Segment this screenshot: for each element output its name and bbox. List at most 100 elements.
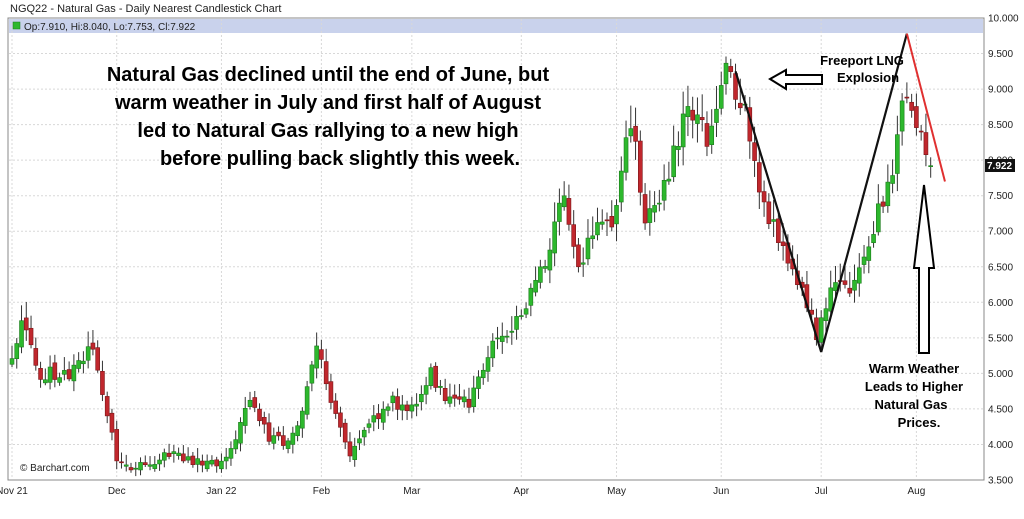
candle <box>718 71 724 115</box>
candle-body <box>319 349 324 360</box>
header-band <box>9 19 983 33</box>
candle <box>81 351 86 374</box>
candle <box>109 408 115 441</box>
candle-body <box>542 266 548 269</box>
candle-body <box>257 408 262 422</box>
candle-body <box>728 66 734 72</box>
candle <box>566 184 572 231</box>
candle-body <box>85 346 91 361</box>
y-tick-label: 5.500 <box>988 333 1013 344</box>
candle-body <box>585 237 591 260</box>
candle <box>276 426 281 441</box>
candle-body <box>890 175 895 184</box>
candle-body <box>661 179 667 201</box>
x-tick-label: Aug <box>908 486 926 497</box>
candle <box>652 191 657 223</box>
candle-body <box>62 370 67 375</box>
candle <box>852 264 857 303</box>
candle-body <box>338 412 343 428</box>
candle <box>704 111 710 157</box>
candle-body <box>414 403 419 407</box>
candle-body <box>52 362 58 380</box>
candle-body <box>909 101 914 111</box>
candle <box>457 383 462 405</box>
candle-body <box>509 330 515 333</box>
headline-line-3: led to Natural Gas rallying to a new hig… <box>137 120 518 142</box>
candle <box>438 379 443 395</box>
candle <box>895 115 900 192</box>
y-axis: 3.500 4.000 4.500 5.000 5.500 6.000 6.500 7.000… <box>988 14 1019 487</box>
candle <box>114 420 120 470</box>
candle <box>890 159 895 194</box>
candle <box>595 207 600 241</box>
candle <box>471 375 477 413</box>
candle-body <box>104 396 110 417</box>
candle-body <box>561 195 567 208</box>
candle <box>552 202 557 267</box>
candle-body <box>285 440 291 449</box>
candle <box>52 354 58 388</box>
candle-body <box>680 113 686 148</box>
x-tick-label: Apr <box>514 486 530 497</box>
candle-body <box>247 399 253 407</box>
candle-body <box>547 249 553 271</box>
candle-body <box>295 425 300 437</box>
candle-body <box>704 123 710 147</box>
candle-body <box>766 201 772 225</box>
candle <box>609 200 615 232</box>
candle-body <box>866 246 872 261</box>
candle <box>480 363 486 385</box>
candle <box>138 457 143 476</box>
candle-body <box>242 408 248 426</box>
candle-body <box>100 371 105 395</box>
candle-body <box>162 452 167 461</box>
candle-body <box>328 381 334 403</box>
candle <box>314 332 319 379</box>
candle <box>119 452 124 469</box>
candle-body <box>690 109 695 121</box>
candle-body <box>761 191 767 203</box>
candle <box>247 391 253 410</box>
candle-body <box>366 423 372 428</box>
candle <box>304 380 310 420</box>
candle-body <box>428 367 434 386</box>
candle <box>685 85 691 137</box>
candle-body <box>423 385 429 395</box>
candle-body <box>780 241 786 246</box>
candle <box>585 219 591 266</box>
candle-body <box>395 396 400 410</box>
candle <box>761 180 767 217</box>
candle-body <box>552 221 557 254</box>
candle-body <box>623 137 629 173</box>
y-tick-label: 8.500 <box>988 120 1013 131</box>
candle <box>323 348 329 391</box>
candle <box>166 443 172 460</box>
candle-body <box>566 198 572 225</box>
candle <box>190 451 196 468</box>
candle <box>618 156 624 212</box>
candle <box>699 94 705 132</box>
candle <box>695 97 700 143</box>
candle <box>85 331 91 369</box>
y-tick-label: 7.500 <box>988 191 1013 202</box>
candle-body <box>38 368 43 380</box>
candle-body <box>309 364 315 384</box>
candle <box>533 266 538 297</box>
candle <box>604 212 610 236</box>
candle <box>904 82 910 104</box>
candle <box>242 396 248 434</box>
candle-body <box>737 102 743 109</box>
candle-body <box>671 145 676 178</box>
candle-body <box>618 170 624 203</box>
candle-body <box>818 317 824 343</box>
candle <box>476 370 481 399</box>
candle-body <box>638 140 643 193</box>
candle-body <box>223 456 229 462</box>
candle-body <box>276 431 281 437</box>
candle-body <box>833 282 838 291</box>
candle <box>642 183 648 230</box>
candle <box>352 437 358 467</box>
candle-body <box>447 396 453 404</box>
candles-layer <box>9 56 933 477</box>
candle <box>909 93 914 118</box>
